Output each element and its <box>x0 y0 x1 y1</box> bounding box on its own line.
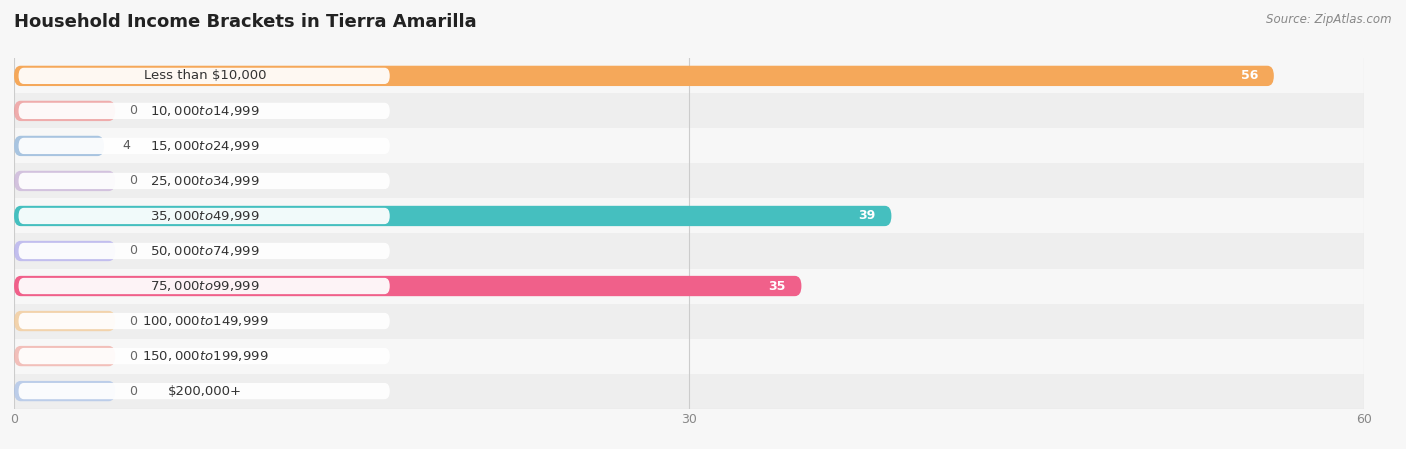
Text: 0: 0 <box>129 245 136 257</box>
FancyBboxPatch shape <box>18 208 389 224</box>
Text: $100,000 to $149,999: $100,000 to $149,999 <box>142 314 269 328</box>
Text: $200,000+: $200,000+ <box>169 385 242 397</box>
FancyBboxPatch shape <box>18 313 389 329</box>
FancyBboxPatch shape <box>18 383 389 399</box>
FancyBboxPatch shape <box>14 241 115 261</box>
Text: $150,000 to $199,999: $150,000 to $199,999 <box>142 349 269 363</box>
Text: 35: 35 <box>768 280 786 292</box>
FancyBboxPatch shape <box>18 348 389 364</box>
FancyBboxPatch shape <box>18 173 389 189</box>
Bar <box>14 233 1364 269</box>
Text: 0: 0 <box>129 315 136 327</box>
FancyBboxPatch shape <box>14 311 115 331</box>
Bar <box>14 58 1364 93</box>
Text: $25,000 to $34,999: $25,000 to $34,999 <box>150 174 260 188</box>
Text: 4: 4 <box>122 140 129 152</box>
Text: 0: 0 <box>129 105 136 117</box>
FancyBboxPatch shape <box>14 66 1274 86</box>
Bar <box>14 374 1364 409</box>
Bar <box>14 128 1364 163</box>
Bar <box>14 198 1364 233</box>
FancyBboxPatch shape <box>18 278 389 294</box>
Text: $35,000 to $49,999: $35,000 to $49,999 <box>150 209 260 223</box>
Text: 0: 0 <box>129 350 136 362</box>
FancyBboxPatch shape <box>18 243 389 259</box>
FancyBboxPatch shape <box>14 206 891 226</box>
Text: 0: 0 <box>129 385 136 397</box>
Text: $75,000 to $99,999: $75,000 to $99,999 <box>150 279 260 293</box>
FancyBboxPatch shape <box>14 381 115 401</box>
Bar <box>14 304 1364 339</box>
FancyBboxPatch shape <box>14 171 115 191</box>
FancyBboxPatch shape <box>18 103 389 119</box>
Bar <box>14 269 1364 304</box>
FancyBboxPatch shape <box>14 136 104 156</box>
Bar <box>14 93 1364 128</box>
Text: $15,000 to $24,999: $15,000 to $24,999 <box>150 139 260 153</box>
FancyBboxPatch shape <box>14 101 115 121</box>
FancyBboxPatch shape <box>18 68 389 84</box>
Text: $50,000 to $74,999: $50,000 to $74,999 <box>150 244 260 258</box>
Bar <box>14 163 1364 198</box>
FancyBboxPatch shape <box>18 138 389 154</box>
Text: 39: 39 <box>859 210 876 222</box>
Text: 0: 0 <box>129 175 136 187</box>
FancyBboxPatch shape <box>14 346 115 366</box>
FancyBboxPatch shape <box>14 276 801 296</box>
Text: $10,000 to $14,999: $10,000 to $14,999 <box>150 104 260 118</box>
Text: 56: 56 <box>1240 70 1258 82</box>
Text: Household Income Brackets in Tierra Amarilla: Household Income Brackets in Tierra Amar… <box>14 13 477 31</box>
Text: Less than $10,000: Less than $10,000 <box>143 70 267 82</box>
Text: Source: ZipAtlas.com: Source: ZipAtlas.com <box>1267 13 1392 26</box>
Bar <box>14 339 1364 374</box>
